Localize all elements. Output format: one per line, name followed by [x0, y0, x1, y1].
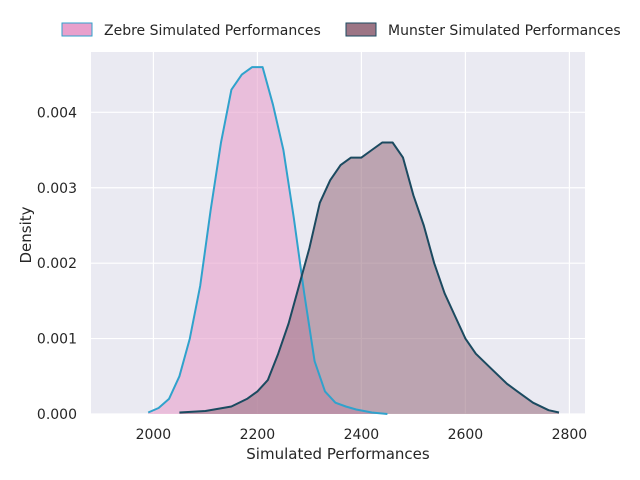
x-axis-ticks: 2000 2200 2400 2600 2800 — [136, 427, 588, 443]
y-tick-label: 0.002 — [37, 256, 77, 272]
density-area-2 — [179, 142, 559, 414]
legend-item-2: Munster Simulated Performances — [345, 22, 621, 39]
legend-label: Munster Simulated Performances — [388, 23, 621, 39]
density-line-2 — [179, 141, 560, 414]
y-tick-label: 0.004 — [37, 105, 77, 121]
density-area-1 — [148, 67, 388, 414]
density-areas — [147, 66, 560, 415]
y-tick-label: 0.001 — [37, 332, 77, 348]
y-axis-ticks: 0.000 0.001 0.002 0.003 0.004 — [37, 105, 77, 423]
y-tick-label: 0.000 — [37, 407, 77, 423]
legend-item-1: Zebre Simulated Performances — [61, 22, 321, 39]
x-tick-label: 2000 — [136, 427, 172, 443]
x-axis-label: Simulated Performances — [246, 445, 430, 463]
y-axis-label: Density — [17, 206, 35, 263]
x-tick-label: 2200 — [240, 427, 276, 443]
x-tick-label: 2800 — [552, 427, 588, 443]
legend-swatch — [61, 22, 93, 37]
density-line-1 — [147, 66, 388, 415]
x-tick-label: 2400 — [344, 427, 380, 443]
legend: Zebre Simulated Performances Munster Simu… — [61, 22, 621, 39]
legend-swatch — [345, 22, 377, 37]
legend-label: Zebre Simulated Performances — [104, 23, 321, 39]
x-tick-label: 2600 — [448, 427, 484, 443]
y-tick-label: 0.003 — [37, 181, 77, 197]
